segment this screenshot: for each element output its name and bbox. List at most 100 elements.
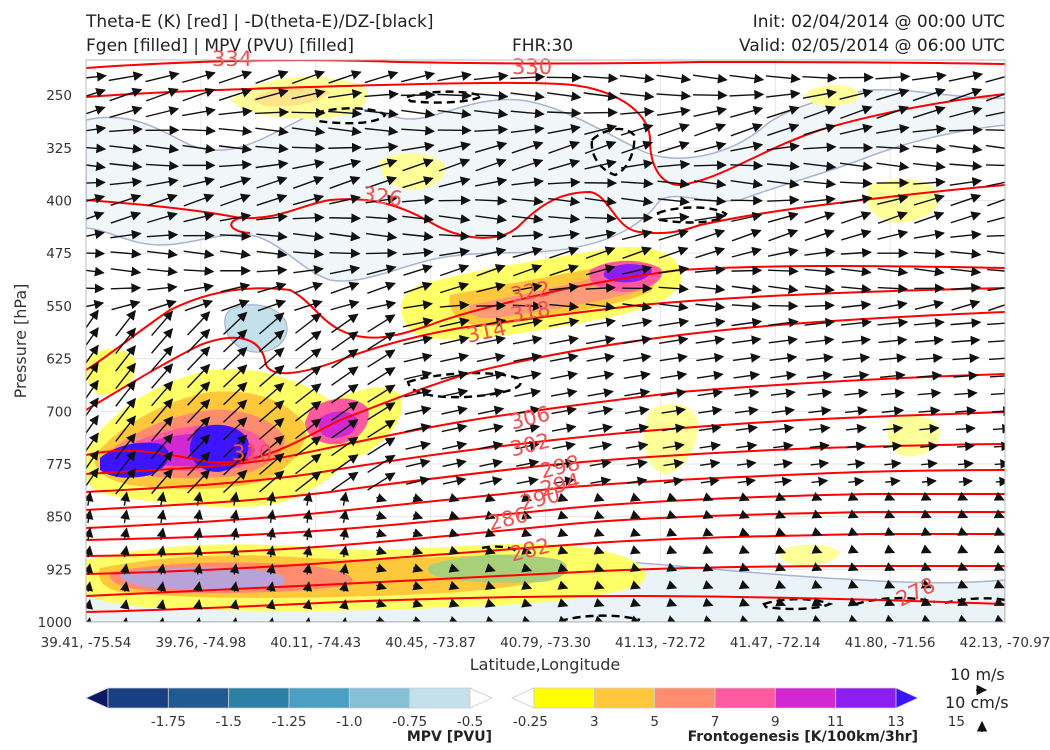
wind-arrow <box>110 193 142 206</box>
wind-arrow <box>583 91 618 102</box>
x-tick-label: 40.11, -74.43 <box>270 635 361 651</box>
wind-ref-vertical-label: 10 cm/s <box>945 693 1009 712</box>
wind-arrow <box>187 311 211 336</box>
y-tick-label: 850 <box>46 510 72 526</box>
wind-arrow <box>256 231 288 242</box>
wind-arrow <box>151 310 174 337</box>
wind-arrow <box>990 388 1005 399</box>
wind-arrow <box>583 73 619 83</box>
wind-arrow <box>629 615 641 622</box>
wind-arrow <box>302 491 313 506</box>
wind-arrow <box>876 88 910 101</box>
wind-arrow <box>475 214 507 224</box>
wind-arrow <box>920 597 932 607</box>
wind-arrow <box>193 527 203 541</box>
wind-arrow <box>656 106 691 117</box>
wind-arrow <box>510 72 546 83</box>
wind-arrow <box>402 176 434 189</box>
wind-arrow <box>811 562 823 572</box>
wind-arrow <box>549 301 580 312</box>
wind-arrow <box>441 423 468 433</box>
wind-arrow <box>192 617 203 622</box>
wind-arrow <box>259 470 285 493</box>
wind-arrow <box>585 301 616 312</box>
wind-arrow <box>439 247 471 258</box>
wind-arrow <box>111 299 141 311</box>
wind-arrow <box>338 617 349 622</box>
wind-arrow <box>295 400 322 422</box>
y-tick-label: 550 <box>46 299 72 315</box>
wind-arrow <box>952 353 980 364</box>
wind-arrow <box>847 491 859 501</box>
colorbar-segment <box>167 687 230 709</box>
wind-arrow <box>551 405 577 416</box>
wind-arrow <box>557 545 569 555</box>
wind-arrow <box>86 327 99 347</box>
wind-arrow <box>151 415 174 442</box>
wind-arrow <box>660 388 687 398</box>
wind-arrow <box>183 193 215 207</box>
wind-arrow <box>219 160 253 170</box>
wind-vectors <box>86 70 1005 622</box>
wind-arrow <box>437 90 472 101</box>
wind-arrow <box>115 345 136 372</box>
wind-arrow <box>663 458 685 469</box>
wind-arrow <box>622 246 652 259</box>
wind-arrow <box>331 313 359 334</box>
wind-arrow <box>548 213 581 224</box>
wind-arrow <box>627 476 648 487</box>
wind-arrow <box>521 580 533 590</box>
wind-arrow <box>587 388 614 398</box>
wind-arrow <box>331 436 359 457</box>
wind-arrow <box>86 124 107 135</box>
wind-arrow <box>920 509 932 519</box>
wind-arrow <box>223 399 248 423</box>
wind-arrow <box>920 562 932 571</box>
wind-arrow <box>663 476 684 487</box>
wind-arrow <box>151 380 174 407</box>
wind-arrow <box>841 211 872 224</box>
wind-arrow <box>86 491 94 506</box>
wind-arrow <box>957 491 969 501</box>
wind-arrow <box>448 598 460 608</box>
wind-arrow <box>259 347 285 370</box>
wind-arrow <box>115 432 136 460</box>
wind-arrow <box>839 123 873 135</box>
wind-arrow <box>738 492 750 502</box>
wind-arrow <box>622 264 653 275</box>
wind-arrow <box>738 544 750 554</box>
wind-arrow <box>156 509 167 523</box>
wind-arrow <box>620 178 654 189</box>
wind-arrow <box>440 387 469 398</box>
wind-arrow <box>266 599 276 610</box>
wind-arrow <box>484 563 496 573</box>
wind-arrow <box>549 335 579 345</box>
wind-arrow <box>845 406 868 416</box>
wind-arrow <box>666 527 678 537</box>
colorbar-tick-label: 13 <box>887 714 904 730</box>
wind-arrow <box>255 126 289 137</box>
wind-arrow <box>438 214 471 224</box>
wind-arrow <box>109 87 143 102</box>
wind-arrow <box>484 510 496 520</box>
wind-arrow <box>331 348 359 369</box>
wind-arrow <box>731 317 763 328</box>
wind-arrow <box>86 193 106 204</box>
wind-arrow <box>366 248 398 258</box>
wind-arrow <box>993 597 1005 606</box>
wind-arrow <box>698 405 723 416</box>
y-tick-label: 250 <box>46 88 72 104</box>
wind-arrow <box>448 510 460 520</box>
wind-arrow <box>474 108 509 119</box>
wind-arrow <box>738 615 750 622</box>
wind-arrow <box>295 453 322 475</box>
wind-arrow <box>442 476 467 486</box>
wind-arrow <box>376 545 387 556</box>
wind-arrow <box>731 301 762 312</box>
wind-arrow <box>588 423 613 434</box>
wind-arrow <box>847 459 866 469</box>
wind-arrow <box>412 580 424 591</box>
wind-arrow <box>738 580 750 590</box>
wind-arrow <box>807 388 833 399</box>
wind-arrow <box>621 213 654 223</box>
